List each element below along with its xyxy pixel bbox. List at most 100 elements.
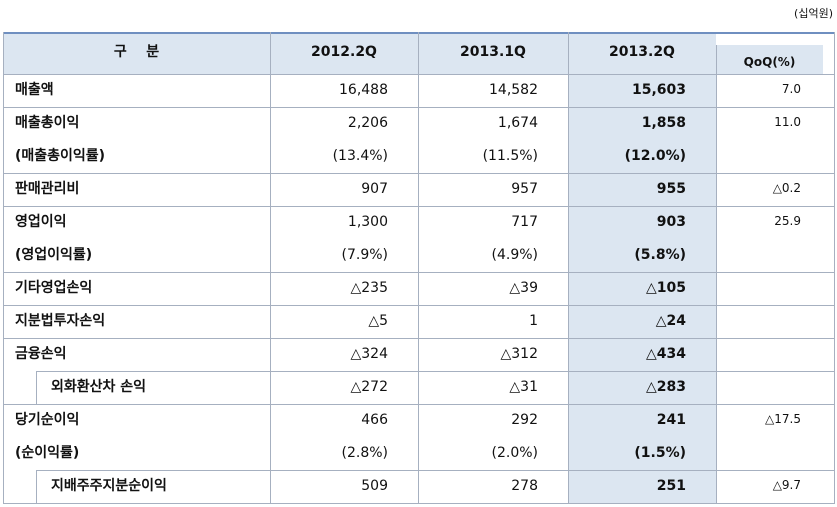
row-border — [3, 173, 835, 174]
row-border — [3, 74, 835, 75]
header-bg — [3, 32, 716, 74]
value-cell: (2.0%) — [491, 445, 539, 461]
value-cell: △272 — [350, 379, 389, 395]
col3-bg — [568, 140, 716, 173]
row-border — [3, 305, 835, 306]
value-cell: 16,488 — [339, 82, 388, 98]
row-label: (영업이익률) — [15, 247, 93, 263]
col3-bg — [568, 107, 716, 140]
value-cell: (5.8%) — [634, 247, 686, 263]
column-divider — [270, 107, 271, 173]
value-cell: △31 — [509, 379, 538, 395]
qoq-cell: 11.0 — [774, 115, 801, 129]
column-divider — [568, 305, 569, 338]
row-label: 매출총이익 — [15, 115, 80, 131]
qoq-header-bg — [716, 45, 823, 74]
row-border — [3, 206, 835, 207]
value-cell: 466 — [361, 412, 388, 428]
value-cell: △5 — [368, 313, 388, 329]
column-divider — [270, 32, 271, 74]
qoq-cell: 25.9 — [774, 214, 801, 228]
qoq-cell: 7.0 — [781, 82, 801, 96]
value-cell: 717 — [511, 214, 538, 230]
qoq-cell: △17.5 — [765, 412, 801, 426]
column-divider — [418, 404, 419, 503]
column-divider — [568, 272, 569, 305]
value-cell: 14,582 — [489, 82, 538, 98]
column-divider — [270, 305, 271, 338]
value-cell: △24 — [655, 313, 686, 329]
value-cell: (4.9%) — [491, 247, 539, 263]
column-divider — [418, 338, 419, 404]
column-divider — [568, 173, 569, 206]
column-divider — [716, 173, 717, 206]
bottom-border — [3, 503, 835, 504]
column-divider — [418, 32, 419, 74]
column-divider — [418, 305, 419, 338]
left-border — [3, 32, 4, 503]
column-divider — [716, 107, 717, 173]
column-divider — [418, 107, 419, 173]
row-border — [3, 272, 835, 273]
column-divider — [568, 404, 569, 503]
row-label: 금융손익 — [15, 346, 67, 362]
value-cell: 509 — [361, 478, 388, 494]
value-cell: 15,603 — [631, 82, 686, 98]
col3-bg — [568, 371, 716, 404]
sub-indent-line — [36, 371, 37, 404]
header-cell: 2013.1Q — [460, 44, 526, 60]
column-divider — [716, 272, 717, 305]
row-label: 당기순이익 — [15, 412, 80, 428]
column-divider — [568, 206, 569, 272]
top-border — [3, 32, 835, 34]
value-cell: (2.8%) — [341, 445, 389, 461]
col3-bg — [568, 470, 716, 503]
value-cell: △434 — [646, 346, 686, 362]
column-divider — [716, 305, 717, 338]
col3-bg — [568, 173, 716, 206]
column-divider — [418, 173, 419, 206]
value-cell: (12.0%) — [624, 148, 686, 164]
col3-bg — [568, 338, 716, 371]
value-cell: △312 — [500, 346, 539, 362]
value-cell: 278 — [511, 478, 538, 494]
column-divider — [716, 404, 717, 503]
value-cell: 907 — [361, 181, 388, 197]
col3-bg — [568, 206, 716, 239]
value-cell: 1 — [529, 313, 538, 329]
column-divider — [568, 107, 569, 173]
column-divider — [270, 74, 271, 107]
value-cell: (13.4%) — [332, 148, 388, 164]
column-divider — [270, 338, 271, 404]
value-cell: 1,858 — [641, 115, 686, 131]
column-divider — [568, 338, 569, 404]
row-border — [3, 404, 835, 405]
column-divider — [418, 272, 419, 305]
row-border — [3, 107, 835, 108]
value-cell: 2,206 — [347, 115, 388, 131]
column-divider — [568, 32, 569, 74]
value-cell: △283 — [646, 379, 686, 395]
qoq-cell: △9.7 — [772, 478, 801, 492]
header-cell: QoQ(%) — [743, 55, 796, 69]
row-label: 판매관리비 — [15, 181, 80, 197]
row-label: (매출총이익률) — [15, 148, 106, 164]
col3-bg — [568, 437, 716, 470]
value-cell: 1,674 — [497, 115, 538, 131]
column-divider — [270, 272, 271, 305]
value-cell: (11.5%) — [482, 148, 538, 164]
col3-bg — [568, 305, 716, 338]
col3-bg — [568, 239, 716, 272]
col3-bg — [568, 272, 716, 305]
value-cell: 1,300 — [347, 214, 388, 230]
value-cell: 251 — [656, 478, 686, 494]
value-cell: 957 — [511, 181, 538, 197]
row-label: 외화환산차 손익 — [51, 379, 147, 395]
row-label: 지배주주지분순이익 — [51, 478, 167, 494]
value-cell: 241 — [656, 412, 686, 428]
header-cell: 2013.2Q — [609, 44, 675, 60]
value-cell: (1.5%) — [634, 445, 686, 461]
header-cell: 구 분 — [113, 44, 160, 60]
col3-bg — [568, 404, 716, 437]
row-label: 지분법투자손익 — [15, 313, 106, 329]
